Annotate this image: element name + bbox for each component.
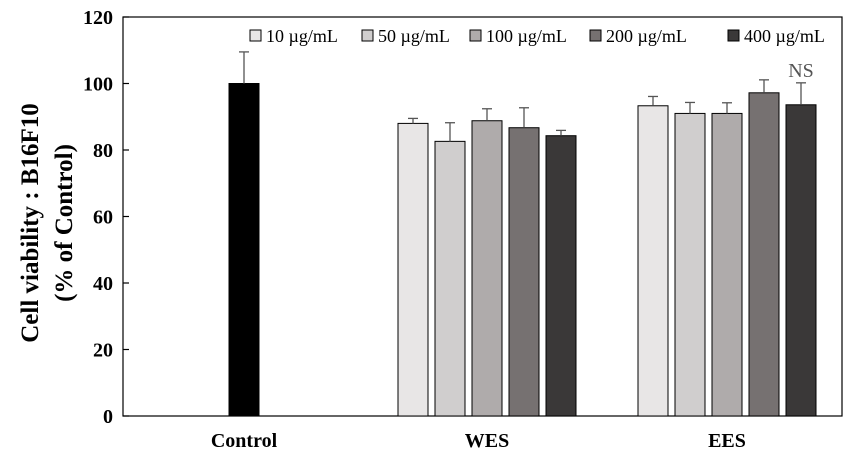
legend: 10 µg/mL 50 µg/mL 100 µg/mL 200 µg/mL 400 µg… [249,26,825,46]
legend-label: 50 µg/mL [378,26,450,46]
bar-ees-0 [637,105,669,417]
legend-label: 400 µg/mL [744,26,825,46]
bars: NS [228,51,817,417]
y-tick-label: 40 [93,273,113,295]
bar-wes-1 [434,140,466,417]
bar-ees-3 [748,92,780,417]
legend-swatch [249,29,262,42]
bar-wes-2 [471,120,503,417]
legend-swatch [589,29,602,42]
bar-control [228,83,260,417]
bar-wes-4 [545,135,577,417]
bar-ees-1 [674,112,706,417]
legend-swatch [361,29,374,42]
y-tick-label: 0 [103,406,113,428]
y-axis-label-line1: Cell viability : B16F10 [17,103,44,343]
y-axis-label-line2: (% of Control) [51,144,78,302]
bar-ees-2 [711,112,743,417]
x-tick-label: WES [465,430,509,452]
bar-ees-4 [785,104,817,417]
legend-label: 100 µg/mL [486,26,567,46]
x-tick-label: EES [708,430,746,452]
legend-label: 200 µg/mL [606,26,687,46]
legend-swatch [469,29,482,42]
legend-swatch [727,29,740,42]
legend-label: 10 µg/mL [266,26,338,46]
ns-annotation: NS [788,60,814,82]
y-tick-label: 20 [93,340,113,362]
x-tick-label: Control [211,430,278,452]
y-tick-label: 60 [93,207,113,229]
y-tick-label: 120 [83,7,113,29]
bar-wes-3 [508,127,540,417]
y-tick-label: 80 [93,140,113,162]
bar-wes-0 [397,122,429,417]
y-tick-label: 100 [83,74,113,96]
